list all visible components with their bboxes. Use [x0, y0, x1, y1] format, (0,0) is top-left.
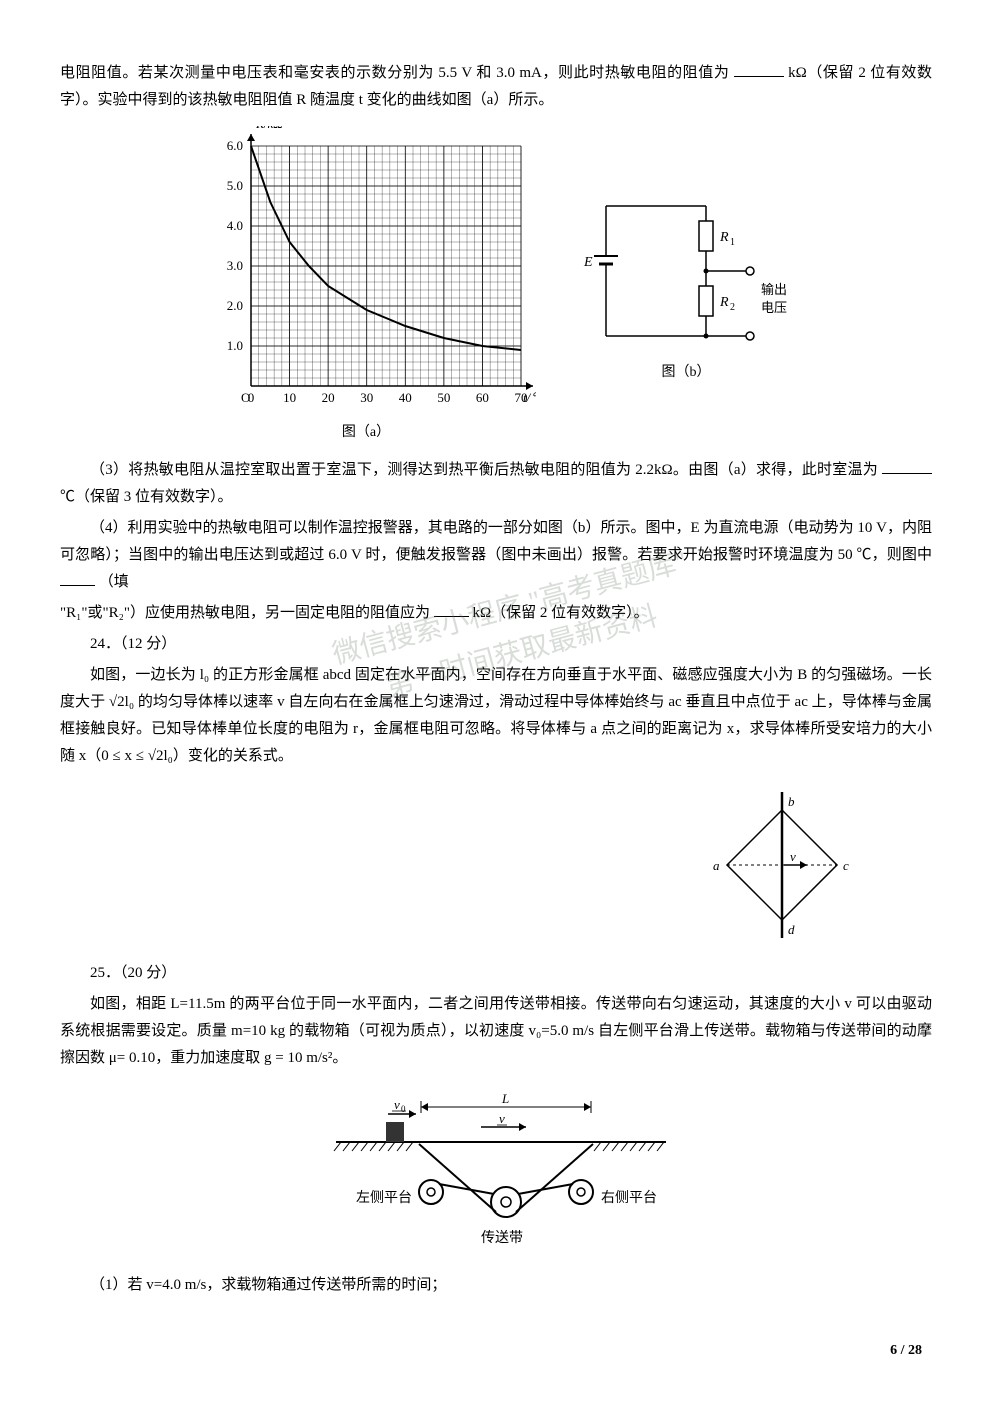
- svg-text:R: R: [719, 230, 729, 245]
- svg-text:4.0: 4.0: [227, 218, 243, 233]
- chart-a-label: 图（a）: [196, 420, 536, 445]
- q24-number: 24．（12 分）: [60, 631, 932, 658]
- blank-4a: [60, 571, 95, 586]
- svg-text:40: 40: [399, 390, 412, 405]
- q25-diagram-wrapper: v0Lv左侧平台右侧平台传送带: [60, 1087, 932, 1257]
- svg-text:t/℃: t/℃: [523, 390, 536, 405]
- svg-text:5.0: 5.0: [227, 178, 243, 193]
- svg-text:左侧平台: 左侧平台: [356, 1190, 412, 1206]
- svg-text:0: 0: [401, 1104, 406, 1114]
- figure-row-ab: 0102030405060701.02.03.04.05.06.0R/kΩt/℃…: [60, 126, 932, 445]
- q25-number: 25．（20 分）: [60, 960, 932, 987]
- p4-text: （4）利用实验中的热敏电阻可以制作温控报警器，其电路的一部分如图（b）所示。图中…: [60, 520, 932, 563]
- svg-text:1.0: 1.0: [227, 338, 243, 353]
- chart-a-svg: 0102030405060701.02.03.04.05.06.0R/kΩt/℃…: [196, 126, 536, 416]
- svg-text:30: 30: [360, 390, 373, 405]
- circuit-b-label: 图（b）: [576, 360, 796, 385]
- q25-text: 如图，相距 L=11.5m 的两平台位于同一水平面内，二者之间用传送带相接。传送…: [60, 991, 932, 1072]
- svg-text:c: c: [843, 858, 849, 873]
- page-number: 6 / 28: [890, 1338, 922, 1363]
- p4b-text: （填: [99, 574, 129, 590]
- paragraph-4: （4）利用实验中的热敏电阻可以制作温控报警器，其电路的一部分如图（b）所示。图中…: [60, 515, 932, 596]
- svg-text:20: 20: [322, 390, 335, 405]
- p4d-text: kΩ（保留 2 位有效数字）。: [472, 605, 648, 621]
- paragraph-1: 电阻阻值。若某次测量中电压表和毫安表的示数分别为 5.5 V 和 3.0 mA，…: [60, 60, 932, 114]
- blank-3: [882, 459, 932, 474]
- chart-a-wrapper: 0102030405060701.02.03.04.05.06.0R/kΩt/℃…: [196, 126, 536, 445]
- p3-text: （3）将热敏电阻从温控室取出置于室温下，测得达到热平衡后热敏电阻的阻值为 2.2…: [90, 462, 878, 478]
- svg-text:60: 60: [476, 390, 489, 405]
- circuit-b-wrapper: ER1R2输出电压 图（b）: [576, 186, 796, 385]
- circuit-b-svg: ER1R2输出电压: [576, 186, 796, 356]
- p3b-text: ℃（保留 3 位有效数字）。: [60, 489, 233, 505]
- svg-text:d: d: [788, 922, 795, 937]
- svg-text:L: L: [501, 1091, 509, 1106]
- svg-text:v: v: [394, 1097, 400, 1112]
- p4c-text: "R₁"或"R₂"）应使用热敏电阻，另一固定电阻的阻值应为: [60, 605, 430, 621]
- p1-text: 电阻阻值。若某次测量中电压表和毫安表的示数分别为 5.5 V 和 3.0 mA，…: [60, 65, 729, 81]
- svg-text:v: v: [790, 849, 796, 864]
- svg-text:电压: 电压: [761, 300, 787, 315]
- q24-diagram-svg: v a b c d: [692, 780, 872, 950]
- paragraph-3: （3）将热敏电阻从温控室取出置于室温下，测得达到热平衡后热敏电阻的阻值为 2.2…: [60, 457, 932, 511]
- paragraph-4c: "R₁"或"R₂"）应使用热敏电阻，另一固定电阻的阻值应为 kΩ（保留 2 位有…: [60, 600, 932, 627]
- svg-text:O: O: [241, 390, 250, 405]
- svg-text:b: b: [788, 794, 795, 809]
- svg-text:3.0: 3.0: [227, 258, 243, 273]
- svg-text:R: R: [719, 295, 729, 310]
- svg-text:2: 2: [730, 302, 735, 313]
- svg-text:a: a: [713, 858, 720, 873]
- q25-diagram-svg: v0Lv左侧平台右侧平台传送带: [316, 1087, 676, 1257]
- svg-text:R/kΩ: R/kΩ: [255, 126, 283, 131]
- svg-text:50: 50: [437, 390, 450, 405]
- svg-text:v: v: [499, 1111, 505, 1126]
- svg-text:2.0: 2.0: [227, 298, 243, 313]
- q24-diagram-wrapper: v a b c d: [60, 780, 872, 950]
- svg-text:10: 10: [283, 390, 296, 405]
- svg-text:传送带: 传送带: [481, 1230, 523, 1246]
- svg-text:1: 1: [730, 237, 735, 248]
- q25-sub1: （1）若 v=4.0 m/s，求载物箱通过传送带所需的时间；: [60, 1272, 932, 1299]
- svg-text:6.0: 6.0: [227, 138, 243, 153]
- blank-4b: [434, 602, 469, 617]
- svg-text:右侧平台: 右侧平台: [601, 1190, 657, 1206]
- blank-1: [734, 62, 784, 77]
- svg-text:E: E: [583, 255, 593, 270]
- svg-text:输出: 输出: [761, 282, 787, 297]
- q24-text: 如图，一边长为 l₀ 的正方形金属框 abcd 固定在水平面内，空间存在方向垂直…: [60, 662, 932, 770]
